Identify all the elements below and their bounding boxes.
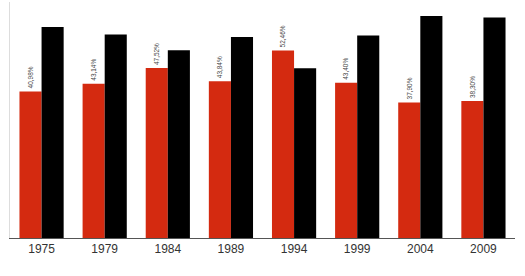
svg-text:47,52%: 47,52% bbox=[153, 43, 160, 65]
svg-text:43,84%: 43,84% bbox=[216, 56, 223, 78]
svg-text:1984: 1984 bbox=[154, 242, 181, 256]
svg-text:38,30%: 38,30% bbox=[469, 76, 476, 98]
svg-text:2009: 2009 bbox=[470, 242, 497, 256]
svg-text:37,90%: 37,90% bbox=[406, 77, 413, 99]
svg-text:1999: 1999 bbox=[344, 242, 371, 256]
svg-text:43,14%: 43,14% bbox=[90, 59, 97, 81]
svg-text:1989: 1989 bbox=[218, 242, 245, 256]
svg-text:43,40%: 43,40% bbox=[342, 58, 349, 80]
svg-text:1994: 1994 bbox=[281, 242, 308, 256]
svg-text:1979: 1979 bbox=[91, 242, 118, 256]
svg-text:52,46%: 52,46% bbox=[279, 25, 286, 47]
svg-text:1975: 1975 bbox=[28, 242, 55, 256]
svg-text:2004: 2004 bbox=[407, 242, 434, 256]
svg-text:40,98%: 40,98% bbox=[27, 66, 34, 88]
